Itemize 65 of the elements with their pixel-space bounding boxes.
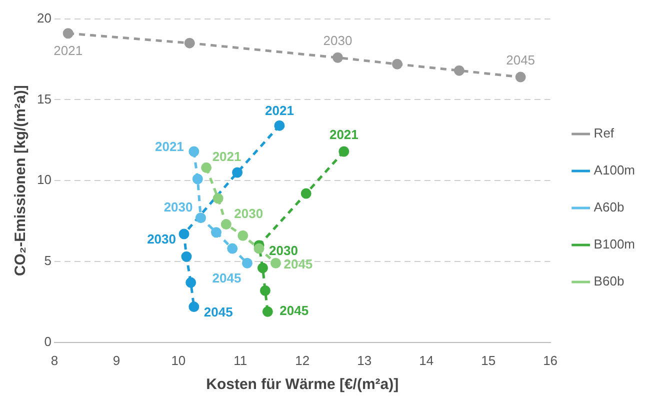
point	[195, 212, 206, 224]
legend-label: B60b	[594, 274, 624, 289]
annotation: 2021	[329, 127, 358, 142]
legend-label: Ref	[594, 126, 614, 141]
point	[201, 162, 212, 173]
point	[186, 277, 196, 288]
x-tick-label: 10	[171, 352, 186, 368]
point	[210, 227, 222, 238]
annotation: 2030	[234, 206, 264, 221]
y-axis-title: CO₂-Emissionen [kg/(m²a)]	[12, 85, 30, 276]
annotation: 2021	[264, 103, 294, 118]
y-tick-label: 20	[36, 10, 52, 26]
x-tick-label: 16	[543, 352, 558, 368]
y-tick-label: 0	[44, 334, 52, 349]
point	[260, 285, 270, 296]
annotation: 2021	[54, 42, 83, 58]
point	[238, 230, 248, 241]
point	[242, 258, 252, 268]
x-tick-label: 11	[234, 352, 248, 368]
x-tick-label: 14	[419, 352, 434, 368]
x-axis-title: Kosten für Wärme [€/(m²a)]	[206, 376, 399, 394]
annotation: 2030	[323, 33, 352, 48]
x-tick-label: 9	[112, 352, 120, 368]
annotation: 2030	[147, 232, 176, 247]
point	[188, 302, 200, 312]
x-tick-label: 15	[481, 352, 496, 368]
point	[515, 72, 526, 82]
legend-label: A100m	[594, 162, 636, 178]
annotation: 2030	[164, 199, 193, 214]
point	[232, 167, 243, 178]
point	[220, 219, 232, 230]
annotation: 2021	[212, 149, 242, 164]
annotation: 2045	[284, 256, 313, 272]
y-tick-label: 10	[36, 172, 52, 188]
point	[332, 52, 343, 63]
annotation: 2045	[506, 52, 536, 68]
x-tick-label: 13	[357, 352, 372, 368]
point	[274, 120, 285, 131]
point	[227, 243, 238, 254]
point	[300, 188, 312, 199]
y-tick-label: 5	[44, 253, 52, 268]
point	[188, 146, 200, 157]
legend-label: B100m	[594, 236, 636, 252]
annotation: 2030	[269, 242, 298, 258]
point	[454, 65, 464, 76]
point	[392, 58, 402, 70]
annotation: 2045	[280, 303, 309, 318]
x-tick-label: 12	[295, 352, 310, 368]
y-tick-label: 15	[36, 91, 52, 106]
point	[192, 174, 203, 184]
point	[184, 38, 195, 48]
x-tick-label: 8	[50, 352, 58, 368]
point	[178, 228, 190, 240]
annotation: 2021	[154, 139, 184, 154]
point	[62, 28, 74, 39]
point	[338, 146, 350, 157]
legend-label: A60b	[594, 200, 624, 215]
point	[262, 306, 273, 317]
point	[257, 262, 268, 274]
annotation: 2045	[204, 304, 233, 320]
point	[181, 251, 192, 262]
point	[270, 258, 281, 268]
point	[212, 193, 224, 204]
point	[254, 243, 264, 254]
annotation: 2045	[212, 270, 242, 286]
